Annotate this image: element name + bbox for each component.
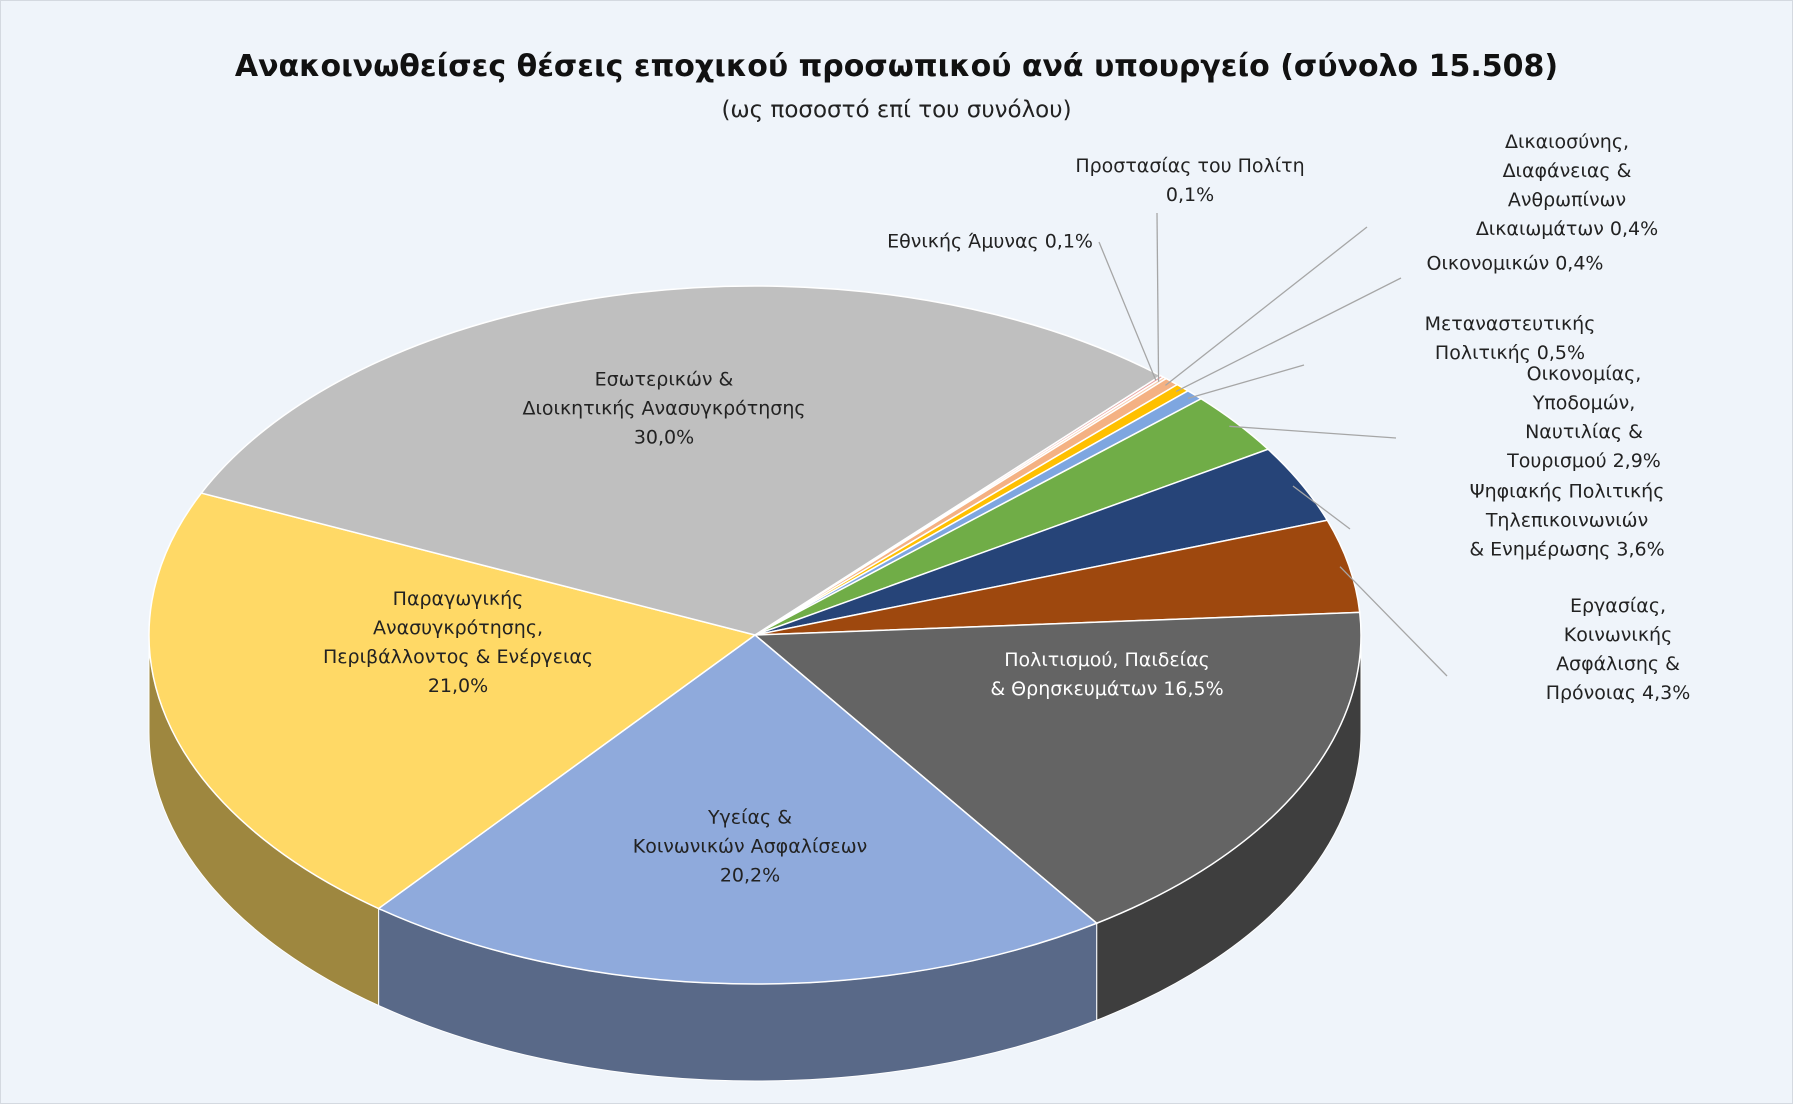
- value-label: 0,1%: [1044, 230, 1093, 253]
- value-label: 30,0%: [633, 426, 695, 449]
- slice-label: Ψηφιακής Πολιτικής Τηλεπικοινωνιών & Ενη…: [1455, 478, 1680, 565]
- value-label: 0,4%: [1555, 252, 1604, 275]
- slice: [377, 634, 1099, 985]
- value-label: 0,5%: [1536, 342, 1586, 364]
- slice-label: Προστασίας του Πολίτη 0,1%: [1075, 152, 1304, 210]
- category-label: Προστασίας του Πολίτη: [1075, 155, 1305, 177]
- slice-label: Εργασίας, Κοινωνικής Ασφάλισης & Πρόνοια…: [1531, 592, 1705, 708]
- slice-label: Οικονομίας, Υποδομών, Ναυτιλίας & Τουρισ…: [1480, 360, 1688, 476]
- slice-label: Παραγωγικής Ανασυγκρότησης, Περιβάλλοντο…: [323, 585, 593, 701]
- leader-line: [1175, 277, 1402, 392]
- slice-label: Υγείας & Κοινωνικών Ασφαλίσεων 20,2%: [633, 804, 867, 891]
- value-label: 3,6%: [1616, 538, 1665, 561]
- category-label: Εθνικής Άμυνας: [887, 230, 1039, 253]
- leader-line: [1229, 425, 1397, 439]
- value-label: 0,4%: [1609, 218, 1659, 240]
- slice: [200, 285, 1162, 636]
- category-label: Πολιτισμού, Παιδείας & Θρησκευμάτων: [990, 649, 1210, 700]
- slice-label: Πολιτισμού, Παιδείας & Θρησκευμάτων 16,5%: [990, 646, 1223, 704]
- value-label: 21,0%: [427, 675, 489, 697]
- value-label: 4,3%: [1642, 682, 1691, 704]
- category-label: Εργασίας, Κοινωνικής Ασφάλισης & Πρόνοια…: [1545, 595, 1680, 704]
- chart-title: Ανακοινωθείσες θέσεις εποχικού προσωπικο…: [234, 49, 1559, 84]
- slice-label: Μεταναστευτικής Πολιτικής 0,5%: [1369, 310, 1651, 368]
- category-label: Εσωτερικών & Διοικητικής Ανασυγκρότησης: [522, 368, 806, 420]
- category-label: Παραγωγικής Ανασυγκρότησης, Περιβάλλοντο…: [322, 588, 594, 668]
- category-label: Υγείας & Κοινωνικών Ασφαλίσεων: [632, 806, 868, 858]
- category-label: Οικονομίας, Υποδομών, Ναυτιλίας & Τουρισ…: [1507, 363, 1643, 472]
- value-label: 16,5%: [1163, 678, 1224, 700]
- leader-line: [1187, 364, 1305, 399]
- leader-line: [1098, 241, 1157, 381]
- category-label: Δικαιοσύνης, Διαφάνειας & Ανθρωπίνων Δικ…: [1475, 131, 1632, 240]
- slice-label: Εσωτερικών & Διοικητικής Ανασυγκρότησης 3…: [522, 366, 805, 453]
- slice-label: Δικαιοσύνης, Διαφάνειας & Ανθρωπίνων Δικ…: [1455, 128, 1680, 244]
- category-label: Ψηφιακής Πολιτικής Τηλεπικοινωνιών & Ενη…: [1469, 480, 1665, 561]
- leader-line: [1156, 212, 1160, 382]
- slice-label: Οικονομικών 0,4%: [1427, 250, 1604, 279]
- category-label: Μεταναστευτικής Πολιτικής: [1424, 313, 1596, 364]
- value-label: 2,9%: [1612, 450, 1661, 472]
- leader-line: [1165, 226, 1368, 386]
- value-label: 0,1%: [1165, 184, 1215, 206]
- chart-subtitle: (ως ποσοστό επί του συνόλου): [721, 97, 1072, 123]
- leader-line: [1339, 566, 1448, 677]
- category-label: Οικονομικών: [1426, 252, 1550, 275]
- slice-label: Εθνικής Άμυνας 0,1%: [887, 228, 1093, 257]
- leader-line: [1292, 485, 1351, 530]
- slice: [753, 611, 1362, 925]
- value-label: 20,2%: [719, 864, 781, 887]
